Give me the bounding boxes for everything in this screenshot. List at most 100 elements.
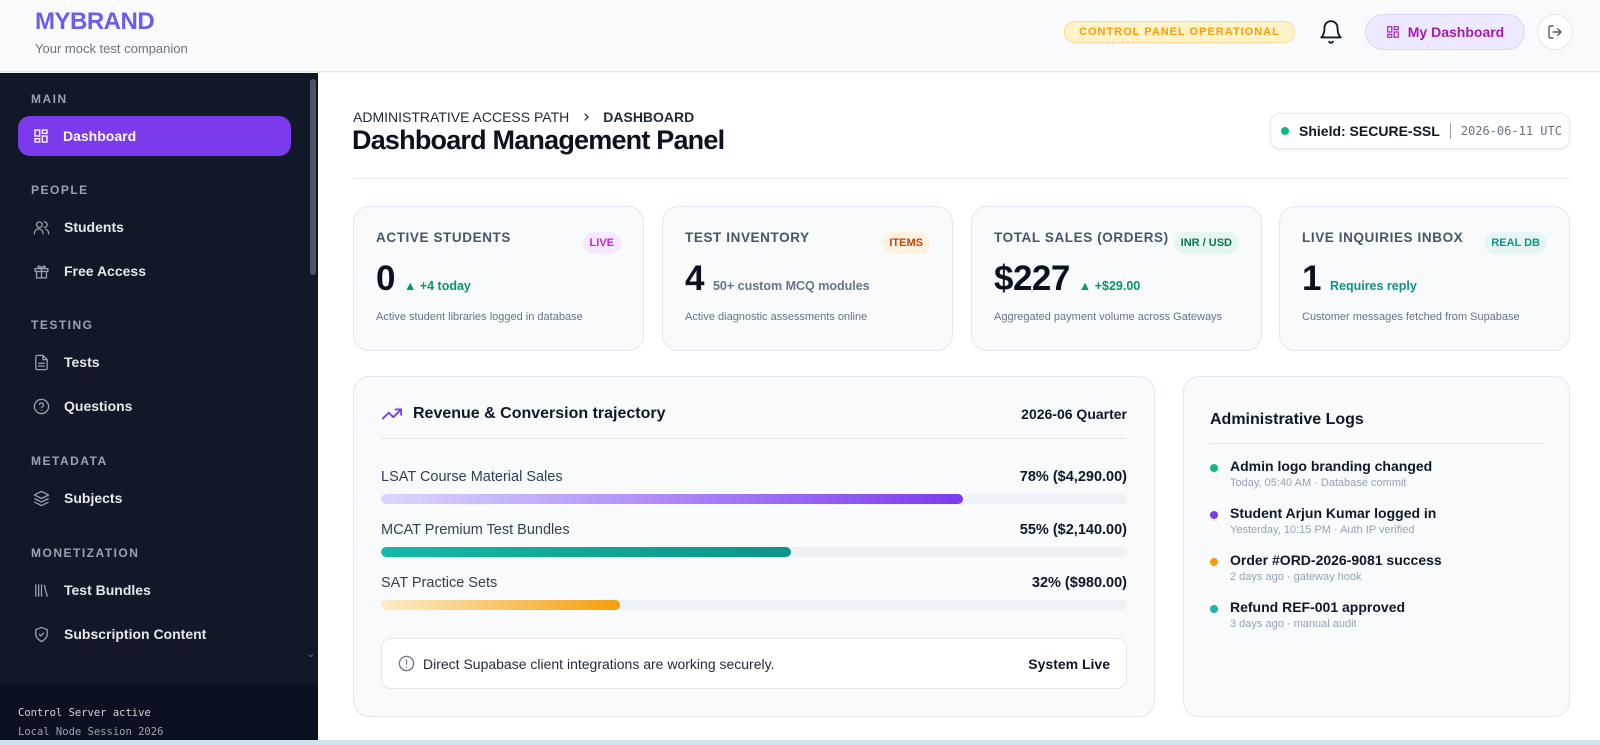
bar-value: 32% ($980.00) (1031, 575, 1127, 591)
stat-subtext: ▲ +$29.00 (1078, 279, 1141, 293)
sidebar-section-monetization: MONETIZATION (31, 546, 140, 560)
log-entry: Admin logo branding changed Today, 05:40… (1210, 458, 1543, 489)
logout-button[interactable] (1537, 14, 1573, 50)
stat-value: $227 (994, 259, 1070, 298)
progress-track (381, 600, 1127, 610)
bar-label: LSAT Course Material Sales (381, 469, 563, 485)
sidebar-section-main: MAIN (31, 92, 68, 106)
stat-card-test-inventory: TEST INVENTORY ITEMS 4 50+ custom MCQ mo… (662, 206, 953, 351)
stat-card-active-students: ACTIVE STUDENTS LIVE 0 ▲ +4 today Active… (353, 206, 644, 351)
sidebar-item-test-bundles[interactable]: Test Bundles (18, 570, 291, 610)
log-dot (1210, 511, 1218, 519)
sidebar-item-label: Tests (64, 354, 100, 370)
stat-description: Active diagnostic assessments online (685, 311, 868, 323)
progress-track (381, 494, 1127, 504)
brand[interactable]: MYBRAND Your mock test companion (35, 8, 188, 56)
brand-tagline: Your mock test companion (35, 41, 188, 56)
bar-value: 55% ($2,140.00) (1019, 522, 1127, 538)
stat-title: TOTAL SALES (ORDERS) (994, 230, 1169, 245)
sidebar-section-people: PEOPLE (31, 183, 89, 197)
stat-title: TEST INVENTORY (685, 230, 810, 245)
help-circle-icon (33, 398, 50, 414)
sidebar-item-label: Students (64, 219, 124, 235)
scroll-down-icon[interactable]: ⌄ (306, 649, 315, 660)
sidebar-item-label: Subscription Content (64, 626, 207, 642)
sidebar-item-students[interactable]: Students (18, 207, 291, 247)
progress-fill (381, 547, 792, 557)
stat-title: ACTIVE STUDENTS (376, 230, 512, 245)
integration-notice: Direct Supabase client integrations are … (381, 638, 1127, 689)
stat-card-total-sales: TOTAL SALES (ORDERS) INR / USD $227 ▲ +$… (971, 206, 1262, 351)
system-status: System Live (1028, 655, 1110, 672)
sidebar-item-questions[interactable]: Questions (18, 386, 291, 426)
sidebar-section-metadata: METADATA (31, 454, 108, 468)
stat-badge: INR / USD (1173, 232, 1239, 254)
library-icon (35, 583, 48, 597)
log-meta: Yesterday, 10:15 PM · Auth IP verified (1230, 524, 1415, 536)
log-entry: Order #ORD-2026-9081 success 2 days ago … (1210, 552, 1543, 583)
stat-subtext: 50+ custom MCQ modules (712, 279, 870, 293)
stat-description: Aggregated payment volume across Gateway… (994, 311, 1223, 323)
trending-up-icon (381, 408, 403, 419)
bar-label: SAT Practice Sets (381, 575, 498, 591)
stat-subtext: Requires reply (1329, 279, 1417, 293)
revenue-header: Revenue & Conversion trajectory 2026-06 … (381, 403, 1127, 439)
info-circle-icon (398, 655, 415, 672)
breadcrumb-root[interactable]: ADMINISTRATIVE ACCESS PATH (353, 109, 570, 125)
stat-value: 4 (685, 259, 704, 298)
sidebar-scrollbar[interactable] (310, 79, 316, 275)
file-text-icon (35, 354, 48, 370)
stat-badge: ITEMS (882, 232, 930, 254)
log-meta: 3 days ago · manual audit (1230, 618, 1357, 630)
bell-icon[interactable] (1318, 19, 1344, 45)
grid-icon (34, 129, 48, 143)
progress-fill (381, 600, 620, 610)
log-dot (1210, 558, 1218, 566)
log-title: Order #ORD-2026-9081 success (1230, 552, 1442, 568)
sidebar-item-subjects[interactable]: Subjects (18, 478, 291, 518)
notice-text: Direct Supabase client integrations are … (423, 655, 775, 672)
sidebar-item-label: Test Bundles (64, 582, 151, 598)
shield-icon (35, 626, 48, 642)
logout-icon (1548, 25, 1562, 39)
my-dashboard-label: My Dashboard (1407, 24, 1505, 40)
stat-card-live-inquiries: LIVE INQUIRIES INBOX REAL DB 1 Requires … (1279, 206, 1570, 351)
log-title: Admin logo branding changed (1230, 458, 1433, 474)
stat-subtext: ▲ +4 today (403, 279, 471, 293)
sidebar: ⌄ MAIN Dashboard PEOPLE Students Free Ac… (0, 73, 318, 745)
log-entry: Refund REF-001 approved 3 days ago · man… (1210, 599, 1543, 630)
stat-description: Customer messages fetched from Supabase (1302, 311, 1520, 323)
log-entry: Student Arjun Kumar logged in Yesterday,… (1210, 505, 1543, 536)
progress-track (381, 547, 1127, 557)
log-meta: 2 days ago · gateway hook (1230, 571, 1362, 583)
breadcrumb: ADMINISTRATIVE ACCESS PATH DASHBOARD (353, 109, 694, 125)
status-badge: CONTROL PANEL OPERATIONAL (1064, 21, 1295, 43)
sidebar-item-tests[interactable]: Tests (18, 342, 291, 382)
stat-badge: REAL DB (1484, 232, 1547, 254)
revenue-bar-row: SAT Practice Sets 32% ($980.00) (381, 575, 1127, 610)
stat-value: 1 (1302, 259, 1321, 298)
my-dashboard-button[interactable]: My Dashboard (1365, 14, 1525, 50)
sidebar-section-testing: TESTING (31, 318, 94, 332)
bar-value: 78% ($4,290.00) (1019, 469, 1127, 485)
revenue-bar-row: MCAT Premium Test Bundles 55% ($2,140.00… (381, 522, 1127, 557)
status-dot (1281, 127, 1289, 135)
sidebar-footer: Control Server active Local Node Session… (0, 685, 318, 745)
page-title: Dashboard Management Panel (352, 125, 725, 155)
bar-label: MCAT Premium Test Bundles (381, 522, 570, 538)
sidebar-item-subscription-content[interactable]: Subscription Content (18, 614, 291, 654)
log-title: Student Arjun Kumar logged in (1230, 505, 1437, 521)
sidebar-item-dashboard[interactable]: Dashboard (18, 116, 291, 156)
bottom-strip (0, 740, 1600, 745)
admin-logs-card: Administrative Logs Admin logo branding … (1183, 376, 1570, 717)
divider (1210, 443, 1543, 444)
revenue-card: Revenue & Conversion trajectory 2026-06 … (353, 376, 1155, 717)
brand-logo: MYBRAND (35, 8, 155, 35)
revenue-title: Revenue & Conversion trajectory (413, 404, 666, 422)
sidebar-item-free-access[interactable]: Free Access (18, 251, 291, 291)
revenue-bar-row: LSAT Course Material Sales 78% ($4,290.0… (381, 469, 1127, 504)
separator (1449, 123, 1451, 139)
breadcrumb-current: DASHBOARD (603, 109, 695, 125)
users-icon (33, 220, 50, 235)
main-content: ADMINISTRATIVE ACCESS PATH DASHBOARD Das… (318, 73, 1600, 745)
